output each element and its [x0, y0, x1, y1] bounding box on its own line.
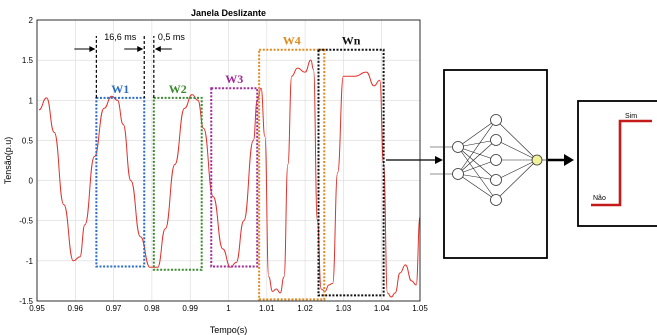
chart-title: Janela Deslizante: [191, 8, 266, 18]
hidden-neuron: [490, 154, 502, 166]
window-label-w4: W4: [283, 34, 301, 48]
input-neuron: [452, 168, 464, 180]
network-edge: [457, 139, 497, 175]
sliding-windows: W1 W2 W3 W4 Wn: [95, 34, 385, 301]
neural-network-block: [430, 69, 548, 259]
network-edge: [457, 159, 497, 175]
x-tick-label: 1: [226, 304, 231, 313]
axis-ticks: 0.95 0.96 0.97 0.98 0.99 1 1.01 1.02 1.03 1.04 1.0…: [19, 16, 428, 313]
x-tick-label: 1.04: [374, 304, 390, 313]
window-label-wn: Wn: [342, 34, 361, 48]
network-edge: [457, 173, 497, 201]
label-sim: Sim: [625, 113, 637, 120]
y-tick-label: -1.5: [19, 297, 33, 306]
step-function-line: [591, 119, 652, 207]
arrow-to-classifier: [548, 154, 574, 166]
window-box-w3: [210, 87, 259, 268]
x-tick-label: 1.03: [336, 304, 352, 313]
window-box-wn: [317, 48, 385, 297]
x-tick-label: 1.01: [259, 304, 275, 313]
network-connections: [430, 119, 548, 201]
y-tick-label: 1.5: [22, 56, 34, 65]
y-tick-label: 1: [29, 96, 34, 105]
decision-block: Não Sim: [577, 100, 657, 227]
network-edge: [457, 119, 497, 175]
x-axis-label: Tempo(s): [210, 325, 248, 335]
y-tick-label: 2: [29, 16, 34, 25]
network-edge: [457, 146, 497, 161]
window-label-w2: W2: [169, 82, 187, 96]
network-edge: [457, 173, 497, 181]
y-tick-label: 0.5: [22, 136, 34, 145]
x-tick-label: 0.98: [144, 304, 160, 313]
voltage-series-line: [38, 59, 421, 298]
y-tick-label: 0: [29, 177, 34, 186]
y-tick-label: -1: [26, 257, 34, 266]
x-tick-label: 0.96: [68, 304, 84, 313]
interval-label-window: 16,6 ms: [104, 32, 137, 42]
window-label-w1: W1: [111, 82, 129, 96]
input-neuron: [452, 141, 464, 153]
window-label-w3: W3: [225, 72, 243, 86]
network-edge: [457, 119, 497, 148]
interval-annotations: 16,6 ms 0,5 ms: [74, 32, 185, 98]
network-edge: [495, 119, 538, 161]
hidden-neuron: [490, 174, 502, 186]
x-tick-label: 0.95: [29, 304, 45, 313]
network-edge: [457, 146, 497, 181]
interval-label-step: 0,5 ms: [158, 32, 186, 42]
network-edge: [457, 139, 497, 148]
network-neurons: [452, 114, 543, 206]
label-nao: Não: [593, 195, 606, 202]
dimension-arrowhead: [89, 46, 96, 52]
network-edge: [495, 139, 538, 161]
output-neuron: [531, 154, 543, 166]
dimension-arrowhead: [137, 46, 144, 52]
network-edge: [495, 159, 538, 201]
x-tick-label: 1.02: [297, 304, 313, 313]
x-tick-label: 0.99: [182, 304, 198, 313]
window-box-w2: [152, 96, 203, 271]
x-tick-label: 0.97: [106, 304, 122, 313]
x-tick-label: 1.05: [412, 304, 428, 313]
network-edge: [495, 159, 538, 181]
hidden-neuron: [490, 194, 502, 206]
hidden-neuron: [490, 114, 502, 126]
network-edge: [457, 146, 497, 201]
y-axis-label: Tensão(p.u): [3, 137, 13, 185]
dimension-arrowhead: [154, 46, 161, 52]
hidden-neuron: [490, 134, 502, 146]
window-box-w4: [258, 48, 326, 301]
arrow-to-network: [386, 156, 443, 164]
y-tick-label: -0.5: [19, 217, 33, 226]
voltage-chart: 0.95 0.96 0.97 0.98 0.99 1 1.01 1.02 1.03 1.04 1.0…: [3, 8, 428, 335]
